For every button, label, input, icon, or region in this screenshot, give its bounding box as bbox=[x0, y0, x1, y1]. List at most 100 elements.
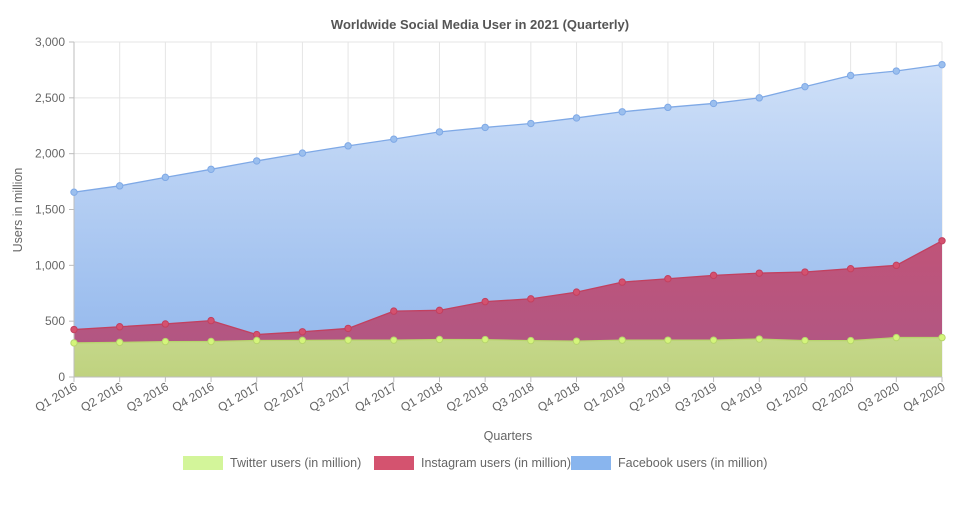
data-point-2[interactable] bbox=[435, 128, 444, 136]
x-tick-label: Q3 2016 bbox=[124, 379, 171, 414]
data-point-2[interactable] bbox=[709, 99, 718, 108]
data-point-1[interactable] bbox=[801, 268, 809, 276]
data-point-0[interactable] bbox=[115, 338, 124, 347]
data-point-1[interactable] bbox=[755, 269, 763, 277]
data-point-1[interactable] bbox=[709, 271, 718, 280]
data-point-0[interactable] bbox=[801, 336, 809, 345]
series-line-2 bbox=[73, 64, 943, 193]
x-tick-label: Q4 2017 bbox=[352, 379, 399, 414]
data-point-1[interactable] bbox=[481, 297, 489, 306]
x-tick-label: Q1 2017 bbox=[215, 379, 262, 414]
legend-item[interactable]: Instagram users (in million) bbox=[374, 456, 571, 470]
legend-swatch bbox=[183, 456, 223, 470]
data-point-0[interactable] bbox=[435, 335, 444, 344]
legend-label: Facebook users (in million) bbox=[618, 456, 767, 470]
data-point-2[interactable] bbox=[664, 103, 672, 112]
data-point-2[interactable] bbox=[846, 71, 855, 80]
data-point-2[interactable] bbox=[572, 114, 581, 122]
data-point-1[interactable] bbox=[298, 328, 307, 336]
data-point-2[interactable] bbox=[207, 165, 215, 174]
data-point-0[interactable] bbox=[390, 336, 398, 344]
x-tick-label: Q3 2019 bbox=[672, 379, 719, 414]
data-point-2[interactable] bbox=[755, 94, 763, 102]
data-point-1[interactable] bbox=[892, 261, 901, 270]
data-point-1[interactable] bbox=[846, 264, 855, 273]
data-point-1[interactable] bbox=[435, 306, 444, 315]
data-point-1[interactable] bbox=[344, 324, 352, 333]
data-point-0[interactable] bbox=[253, 336, 261, 345]
data-point-0[interactable] bbox=[755, 335, 763, 343]
data-point-0[interactable] bbox=[527, 336, 535, 345]
data-point-2[interactable] bbox=[161, 173, 170, 182]
data-point-0[interactable] bbox=[344, 336, 352, 344]
y-axis-label: Users in million bbox=[11, 168, 25, 253]
x-tick-label: Q4 2018 bbox=[535, 379, 582, 414]
legend-swatch bbox=[571, 456, 611, 470]
x-tick-label: Q4 2016 bbox=[170, 379, 217, 414]
data-point-2[interactable] bbox=[938, 60, 946, 69]
x-tick-label: Q4 2020 bbox=[901, 379, 948, 414]
x-tick-label: Q1 2018 bbox=[398, 379, 445, 414]
data-point-2[interactable] bbox=[344, 142, 352, 150]
y-tick-label: 1,000 bbox=[35, 258, 65, 272]
data-point-0[interactable] bbox=[70, 339, 78, 347]
data-point-2[interactable] bbox=[115, 182, 124, 190]
data-point-2[interactable] bbox=[390, 135, 398, 143]
legend: Twitter users (in million) Instagram user… bbox=[183, 456, 767, 470]
x-tick-label: Q3 2018 bbox=[489, 379, 536, 414]
data-point-0[interactable] bbox=[161, 337, 170, 346]
data-point-0[interactable] bbox=[892, 333, 901, 342]
x-tick-label: Q3 2017 bbox=[307, 379, 354, 414]
series-area-0 bbox=[74, 337, 942, 377]
data-point-1[interactable] bbox=[70, 325, 78, 334]
data-point-2[interactable] bbox=[298, 149, 307, 157]
chart-title: Worldwide Social Media User in 2021 (Qua… bbox=[331, 17, 629, 32]
x-tick-label: Q1 2020 bbox=[764, 379, 811, 414]
data-point-1[interactable] bbox=[161, 320, 170, 328]
data-point-1[interactable] bbox=[572, 288, 581, 296]
legend-item[interactable]: Twitter users (in million) bbox=[183, 456, 361, 470]
data-point-2[interactable] bbox=[481, 123, 489, 132]
legend-item[interactable]: Facebook users (in million) bbox=[571, 456, 767, 470]
series-line-0 bbox=[73, 336, 942, 344]
x-tick-label: Q2 2019 bbox=[627, 379, 674, 414]
series-areas bbox=[73, 64, 943, 377]
data-point-0[interactable] bbox=[938, 333, 946, 342]
data-point-2[interactable] bbox=[253, 157, 261, 165]
x-tick-label: Q2 2020 bbox=[809, 379, 856, 414]
data-point-0[interactable] bbox=[618, 336, 626, 344]
x-tick-label: Q2 2016 bbox=[78, 379, 125, 414]
legend-label: Twitter users (in million) bbox=[230, 456, 361, 470]
data-point-1[interactable] bbox=[207, 316, 215, 325]
axes bbox=[69, 41, 943, 382]
data-point-2[interactable] bbox=[527, 119, 535, 128]
data-point-0[interactable] bbox=[207, 337, 215, 346]
legend-swatch bbox=[374, 456, 414, 470]
x-tick-label: Q2 2017 bbox=[261, 379, 308, 414]
data-point-1[interactable] bbox=[390, 307, 398, 315]
data-point-0[interactable] bbox=[846, 336, 855, 345]
x-axis-label: Quarters bbox=[484, 429, 533, 443]
data-point-2[interactable] bbox=[892, 67, 901, 75]
data-point-2[interactable] bbox=[70, 188, 78, 196]
series-markers bbox=[70, 60, 946, 347]
data-point-0[interactable] bbox=[664, 336, 672, 344]
data-point-0[interactable] bbox=[481, 335, 489, 344]
series-line-1 bbox=[73, 240, 943, 336]
y-tick-label: 3,000 bbox=[35, 35, 65, 49]
data-point-1[interactable] bbox=[938, 237, 946, 245]
data-point-0[interactable] bbox=[572, 337, 581, 345]
x-tick-label: Q2 2018 bbox=[444, 379, 491, 414]
data-point-1[interactable] bbox=[664, 275, 672, 283]
data-point-1[interactable] bbox=[618, 278, 626, 286]
data-point-0[interactable] bbox=[298, 336, 307, 345]
data-point-0[interactable] bbox=[709, 336, 718, 344]
data-point-1[interactable] bbox=[115, 323, 124, 331]
y-tick-label: 0 bbox=[58, 370, 65, 384]
data-point-2[interactable] bbox=[801, 82, 809, 91]
y-tick-label: 2,500 bbox=[35, 91, 65, 105]
data-point-1[interactable] bbox=[527, 295, 535, 303]
data-point-2[interactable] bbox=[618, 108, 626, 116]
